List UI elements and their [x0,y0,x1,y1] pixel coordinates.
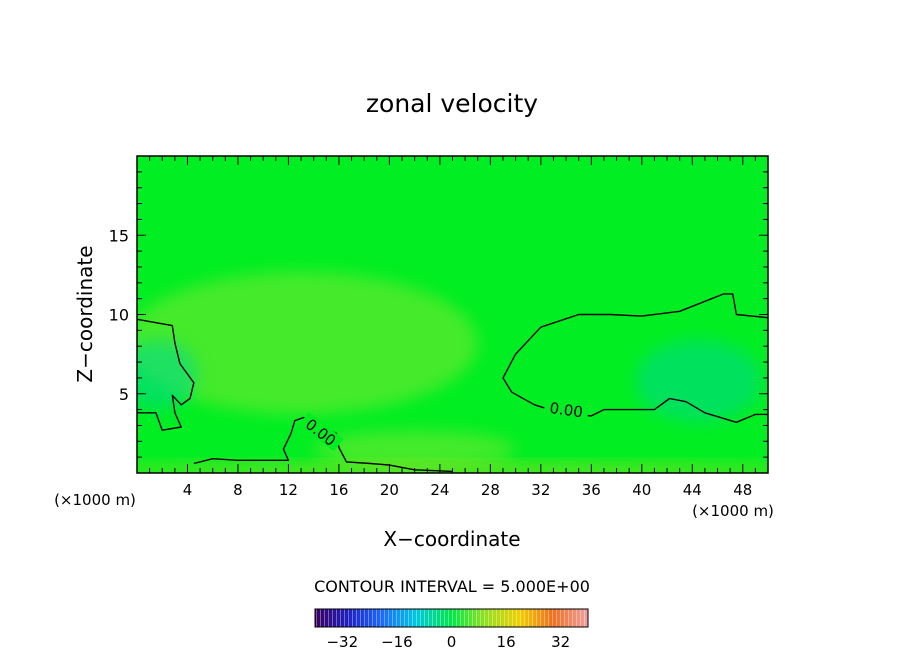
y-tick-label: 15 [109,226,129,245]
y-tick-label: 5 [119,385,129,404]
contour-label-bg-1 [543,398,590,421]
contour-label-bg-0 [298,411,344,452]
field-feature-3 [313,430,516,469]
zero-contour-0 [137,318,195,431]
field-feature-2 [635,339,762,423]
x-tick-label: 28 [481,481,500,499]
zero-contours [137,293,768,473]
field-feature-1 [137,339,198,410]
x-tick-label: 20 [380,481,399,499]
x-unit-left: (×1000 m) [54,491,136,509]
x-unit-right: (×1000 m) [692,502,774,520]
x-tick-label: 48 [733,481,752,499]
x-tick-label: 24 [430,481,449,499]
x-tick-label: 8 [233,481,243,499]
x-tick-label: 32 [531,481,550,499]
colorbar-tick-label: 32 [551,633,570,651]
colorbar: −32 −16 0 16 32 [314,608,589,651]
y-axis-label: Z−coordinate [73,245,97,382]
colorbar-tick-label: −16 [381,633,413,651]
colorbar-tick-label: 0 [447,633,457,651]
y-axis-ticks: 5 10 15 [109,171,768,458]
x-tick-label: 4 [183,481,193,499]
x-tick-label: 40 [632,481,651,499]
zero-contour-2 [502,293,768,423]
y-tick-label: 10 [109,306,129,325]
x-tick-label: 44 [683,481,702,499]
contour-interval-text: CONTOUR INTERVAL = 5.000E+00 [314,577,590,596]
contour-label-1: 0.00 [548,399,584,421]
x-axis-label: X−coordinate [383,527,520,551]
field-feature-0 [137,271,478,415]
field-features [137,271,768,473]
colorbar-tick-label: 16 [497,633,516,651]
x-axis-ticks: 4 8 12 16 20 24 28 32 36 40 44 48 [149,156,756,499]
colorbar-tick-label: −32 [326,633,358,651]
x-tick-label: 36 [582,481,601,499]
x-tick-label: 12 [279,481,298,499]
x-tick-label: 16 [329,481,348,499]
colorbar-stripes [315,609,588,627]
colorbar-ticks: −32 −16 0 16 32 [326,633,570,651]
colorbar-frame [314,608,589,628]
chart-title: zonal velocity [366,89,538,118]
